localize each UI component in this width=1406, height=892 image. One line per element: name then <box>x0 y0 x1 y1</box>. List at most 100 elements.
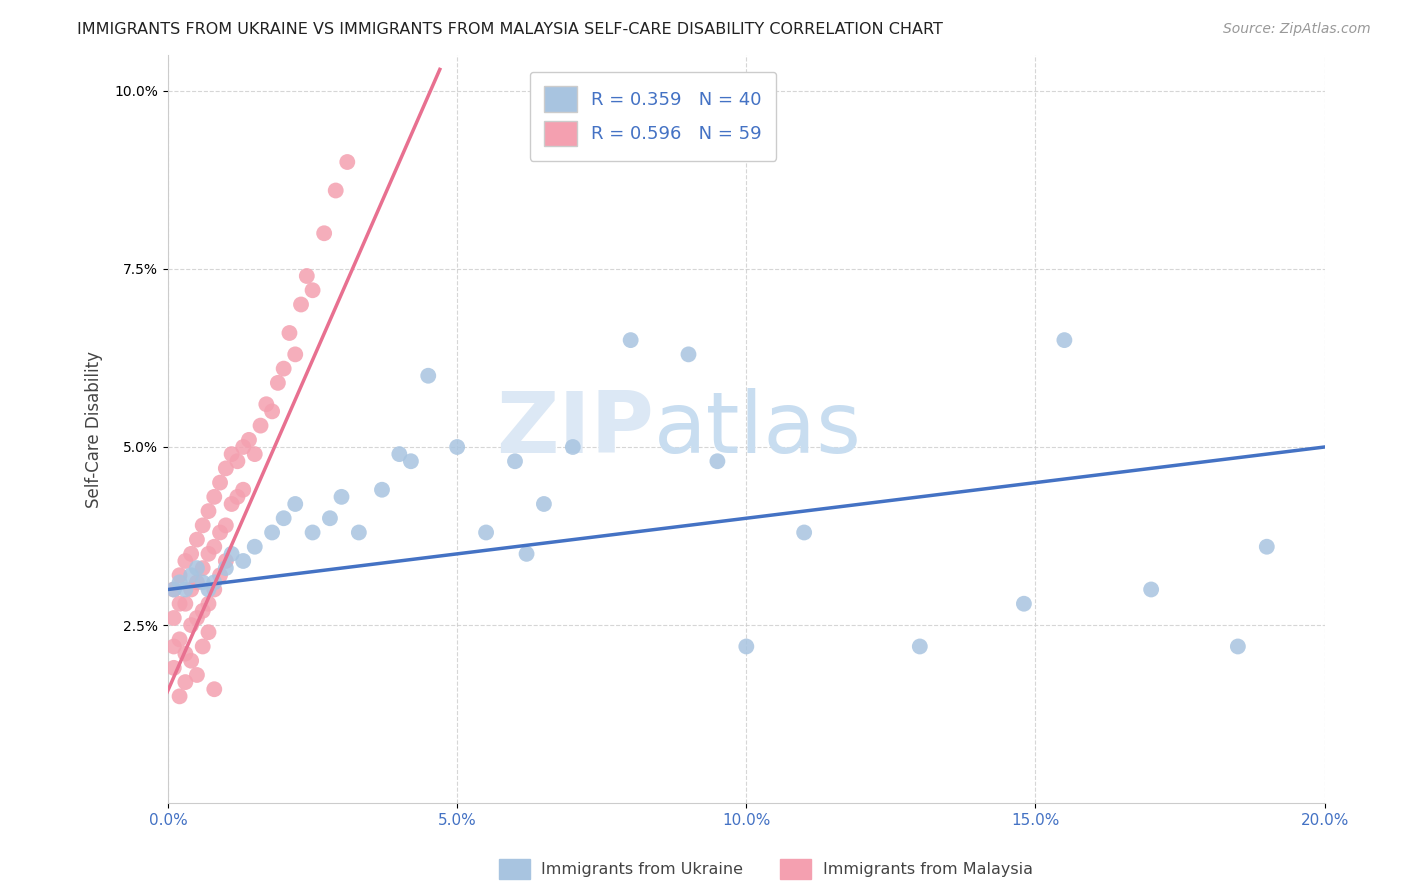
Point <box>180 547 202 561</box>
Point <box>174 675 197 690</box>
Point <box>314 226 336 240</box>
Point <box>209 568 232 582</box>
Point <box>1140 582 1163 597</box>
Point <box>284 497 307 511</box>
Point <box>197 504 219 518</box>
Point <box>226 490 249 504</box>
Point <box>1256 540 1278 554</box>
Point <box>169 597 191 611</box>
Point <box>226 454 249 468</box>
Point <box>267 376 290 390</box>
Point <box>221 497 243 511</box>
Point <box>295 268 318 283</box>
Point <box>186 668 208 682</box>
Point <box>174 554 197 568</box>
Point <box>202 490 225 504</box>
Point <box>503 454 526 468</box>
Point <box>215 518 238 533</box>
Point <box>202 582 225 597</box>
Point <box>243 447 266 461</box>
Point <box>793 525 815 540</box>
Point <box>620 333 643 347</box>
Point <box>1226 640 1249 654</box>
Point <box>1012 597 1035 611</box>
Point <box>254 397 277 411</box>
Point <box>561 440 583 454</box>
Point <box>221 547 243 561</box>
Point <box>301 283 323 297</box>
Point <box>191 561 214 575</box>
Y-axis label: Self-Care Disability: Self-Care Disability <box>86 351 103 508</box>
Point <box>533 497 555 511</box>
Point <box>446 440 468 454</box>
Point <box>678 347 700 361</box>
Point <box>238 433 260 447</box>
Point <box>262 525 284 540</box>
Point <box>232 483 254 497</box>
Point <box>174 647 197 661</box>
Point <box>174 597 197 611</box>
Point <box>215 561 238 575</box>
Point <box>706 454 728 468</box>
Point <box>191 604 214 618</box>
Point <box>163 582 186 597</box>
Point <box>180 618 202 632</box>
Point <box>399 454 422 468</box>
Point <box>191 640 214 654</box>
Point <box>163 661 186 675</box>
Point <box>191 518 214 533</box>
Point <box>163 640 186 654</box>
Point <box>163 582 186 597</box>
Point <box>273 511 295 525</box>
Point <box>284 347 307 361</box>
Point <box>186 533 208 547</box>
Point <box>1053 333 1076 347</box>
Point <box>215 554 238 568</box>
Text: IMMIGRANTS FROM UKRAINE VS IMMIGRANTS FROM MALAYSIA SELF-CARE DISABILITY CORRELA: IMMIGRANTS FROM UKRAINE VS IMMIGRANTS FR… <box>77 22 943 37</box>
Point <box>908 640 931 654</box>
Text: Immigrants from Ukraine: Immigrants from Ukraine <box>541 863 744 877</box>
Point <box>209 525 232 540</box>
Legend: R = 0.359   N = 40, R = 0.596   N = 59: R = 0.359 N = 40, R = 0.596 N = 59 <box>530 71 776 161</box>
Point <box>516 547 538 561</box>
Point <box>347 525 370 540</box>
Text: Source: ZipAtlas.com: Source: ZipAtlas.com <box>1223 22 1371 37</box>
Point <box>232 554 254 568</box>
Point <box>232 440 254 454</box>
Point <box>174 582 197 597</box>
Point <box>221 447 243 461</box>
Text: atlas: atlas <box>654 388 862 471</box>
Point <box>180 654 202 668</box>
Point <box>197 597 219 611</box>
Point <box>169 690 191 704</box>
Point <box>330 490 353 504</box>
Point <box>215 461 238 475</box>
Point <box>249 418 271 433</box>
Point <box>197 582 219 597</box>
Point <box>262 404 284 418</box>
Text: Immigrants from Malaysia: Immigrants from Malaysia <box>823 863 1032 877</box>
Point <box>191 575 214 590</box>
Point <box>180 582 202 597</box>
Point <box>325 184 347 198</box>
Point <box>202 575 225 590</box>
Point <box>169 632 191 647</box>
Point <box>418 368 440 383</box>
Point <box>371 483 394 497</box>
Point <box>186 575 208 590</box>
Point <box>163 611 186 625</box>
Text: ZIP: ZIP <box>496 388 654 471</box>
Point <box>336 155 359 169</box>
Point <box>301 525 323 540</box>
Point <box>278 326 301 340</box>
Point <box>475 525 498 540</box>
Point <box>202 540 225 554</box>
Point <box>273 361 295 376</box>
Point <box>197 547 219 561</box>
Point <box>202 682 225 697</box>
Point <box>186 561 208 575</box>
Point <box>180 568 202 582</box>
Point <box>197 625 219 640</box>
Point <box>319 511 342 525</box>
Point <box>735 640 758 654</box>
